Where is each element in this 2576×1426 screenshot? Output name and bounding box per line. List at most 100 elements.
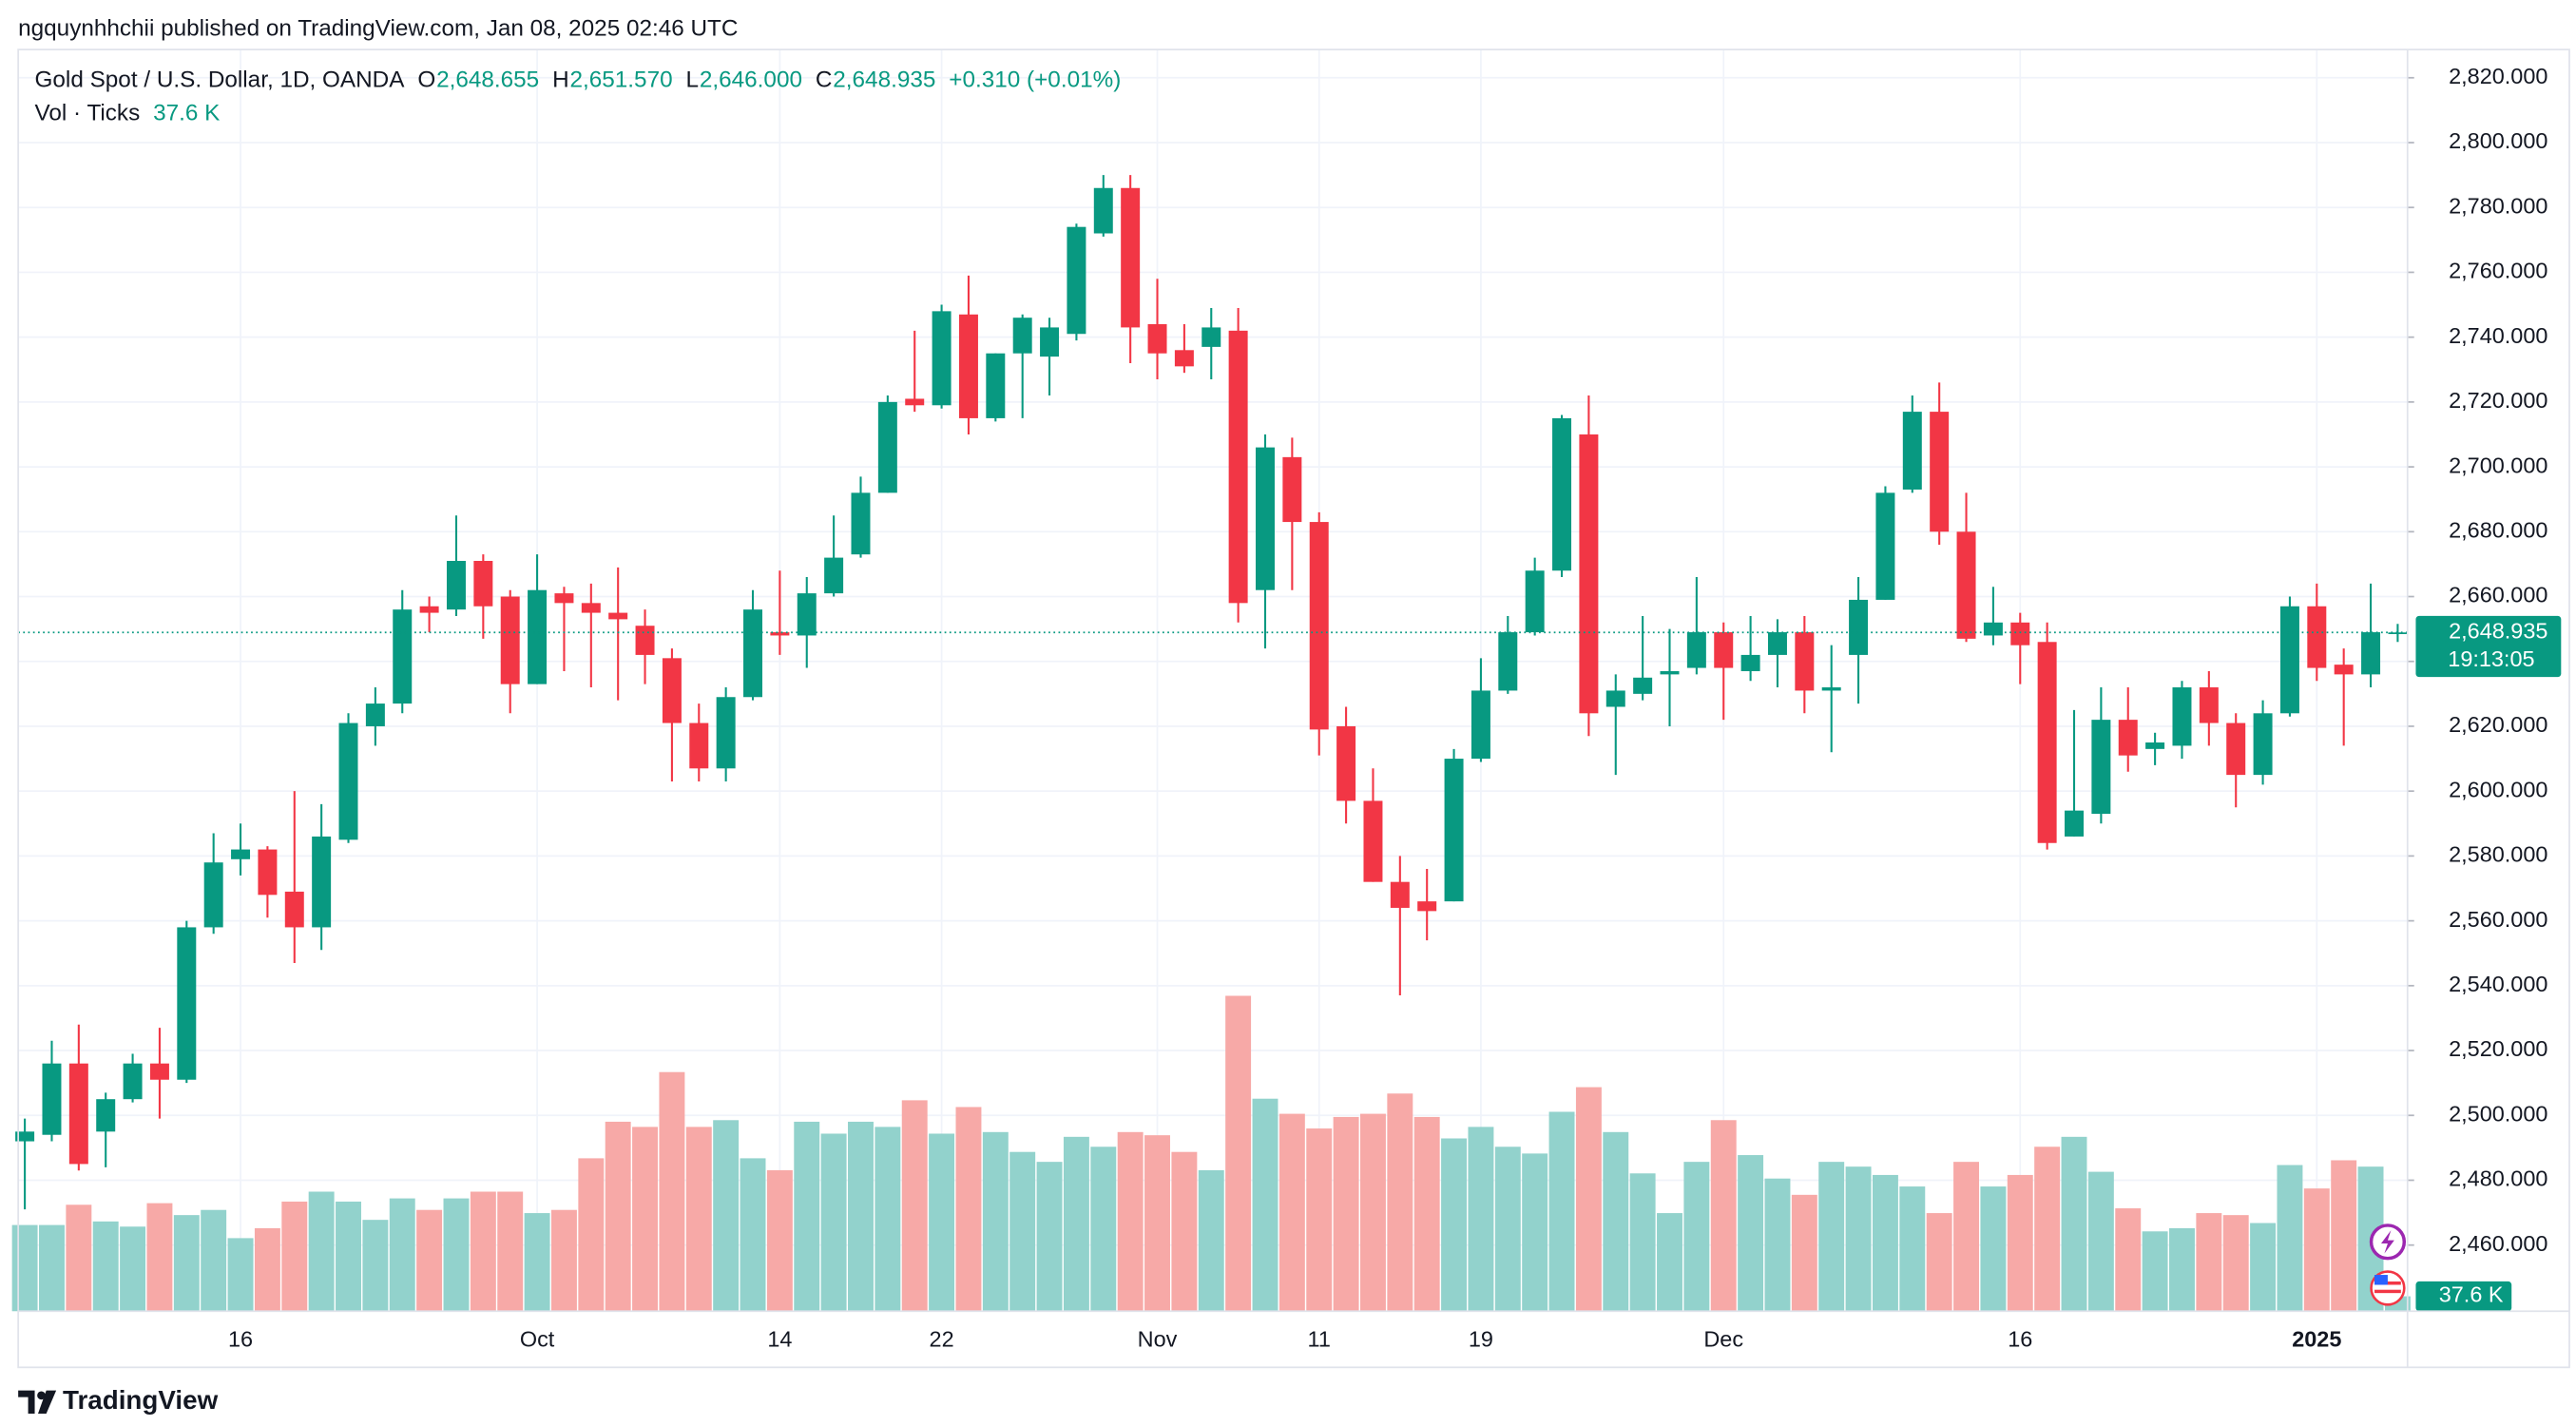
candle-body	[2118, 720, 2138, 756]
x-tick-label: 19	[1469, 1327, 1493, 1352]
legend-change: +0.310 (+0.01%)	[949, 67, 1121, 93]
candle-body	[1282, 456, 1302, 523]
volume-bar	[443, 1198, 470, 1312]
flag-icon[interactable]	[2370, 1270, 2406, 1306]
volume-bar	[2277, 1165, 2303, 1312]
candle-body	[2145, 742, 2165, 749]
volume-bar	[254, 1227, 280, 1312]
volume-bar	[2250, 1223, 2277, 1312]
volume-bar	[1548, 1111, 1575, 1312]
y-tick-label: 2,600.000	[2449, 777, 2547, 801]
volume-bar	[632, 1127, 659, 1312]
candle-body	[635, 626, 655, 655]
x-tick-label: 22	[930, 1327, 954, 1352]
candle-body	[2037, 642, 2057, 843]
publish-note: ngquynhhchii published on TradingView.co…	[18, 16, 738, 42]
candle-body	[1525, 570, 1545, 633]
volume-bar	[1036, 1162, 1063, 1312]
volume-bar	[2303, 1188, 2330, 1312]
candle-body	[1067, 226, 1086, 335]
candle-body	[1417, 901, 1437, 912]
volume-bar	[1009, 1151, 1036, 1312]
volume-bar	[2087, 1171, 2114, 1312]
candle-body	[1121, 187, 1141, 328]
candle-body	[1336, 725, 1356, 801]
volume-bar	[794, 1121, 820, 1312]
candle-body	[932, 311, 952, 406]
volume-bar	[1468, 1127, 1494, 1312]
last-price-label: 2,648.935	[2449, 618, 2547, 643]
y-tick-label: 2,740.000	[2449, 323, 2547, 348]
volume-bar	[1413, 1116, 1440, 1312]
axes: 2,460.000 2,480.000 2,500.000 2,520.000 2,54…	[228, 64, 2562, 1352]
y-tick-label: 2,480.000	[2449, 1166, 2547, 1191]
candle-body	[1849, 599, 1869, 655]
candle-body	[1363, 800, 1383, 882]
volume-bar	[1225, 995, 1252, 1312]
volume-bar	[740, 1158, 766, 1312]
volume-bar	[1980, 1186, 2007, 1312]
candle-body	[1040, 327, 1060, 357]
volume-legend-name: Vol · Ticks	[35, 100, 141, 125]
candle-body	[2172, 687, 2192, 746]
legend-title: Gold Spot / U.S. Dollar, 1D, OANDA	[35, 67, 406, 93]
x-tick-label: 16	[228, 1327, 253, 1352]
volume-bar	[1899, 1186, 1926, 1312]
y-tick-label: 2,820.000	[2449, 64, 2547, 88]
candle-body	[1147, 324, 1167, 354]
volume-bar	[1117, 1131, 1144, 1312]
candle-body	[1740, 654, 1760, 671]
legend-key: O	[417, 67, 435, 93]
volume-bar	[173, 1215, 200, 1312]
volume-bar	[1333, 1116, 1359, 1312]
volume-bar	[2061, 1136, 2087, 1312]
volume-bar	[1359, 1113, 1386, 1312]
candle-body	[608, 612, 628, 620]
legend-value: 2,648.935	[833, 67, 935, 93]
volume-bar	[336, 1201, 361, 1312]
candle-body	[446, 561, 466, 610]
volume-pane	[11, 995, 2411, 1312]
candle-body	[1174, 350, 1194, 367]
volume-bar	[2115, 1208, 2142, 1312]
volume-bar	[1575, 1087, 1602, 1312]
volume-bar	[955, 1107, 982, 1312]
volume-bar	[11, 1224, 38, 1312]
volume-bar	[2196, 1213, 2222, 1312]
candle-body	[177, 927, 197, 1080]
volume-bar	[1144, 1135, 1170, 1312]
volume-bar	[578, 1158, 605, 1312]
y-tick-label: 2,520.000	[2449, 1036, 2547, 1061]
candle-body	[1875, 492, 1895, 600]
alert-icon[interactable]	[2369, 1224, 2407, 1261]
brand-logo	[18, 1390, 57, 1414]
candle-body	[1552, 417, 1572, 571]
volume-bar	[227, 1238, 254, 1312]
y-tick-label: 2,660.000	[2449, 583, 2547, 607]
candle-body	[42, 1063, 62, 1135]
candle-body	[203, 862, 223, 928]
volume-bar	[1738, 1155, 1764, 1312]
y-tick-label: 2,780.000	[2449, 193, 2547, 218]
candle-body	[258, 849, 278, 896]
candle-body	[284, 891, 304, 928]
candle-body	[2279, 606, 2299, 714]
volume-bar	[1872, 1174, 1898, 1312]
volume-bar	[281, 1201, 308, 1312]
volume-bar	[1171, 1151, 1198, 1312]
y-tick-label: 2,580.000	[2449, 842, 2547, 867]
chart-border	[17, 48, 2570, 1369]
candle-body	[1256, 447, 1275, 590]
candle-body	[1309, 522, 1329, 730]
x-tick-label: 11	[1308, 1327, 1331, 1352]
volume-badge	[2415, 1281, 2512, 1312]
candle-body	[1390, 881, 1410, 908]
legend-key: C	[816, 67, 833, 93]
candle-body	[528, 589, 548, 684]
volume-bar	[1926, 1213, 1952, 1312]
volume-bar	[2331, 1160, 2357, 1312]
candle-body	[1093, 187, 1113, 234]
candle-body	[1983, 622, 2003, 636]
